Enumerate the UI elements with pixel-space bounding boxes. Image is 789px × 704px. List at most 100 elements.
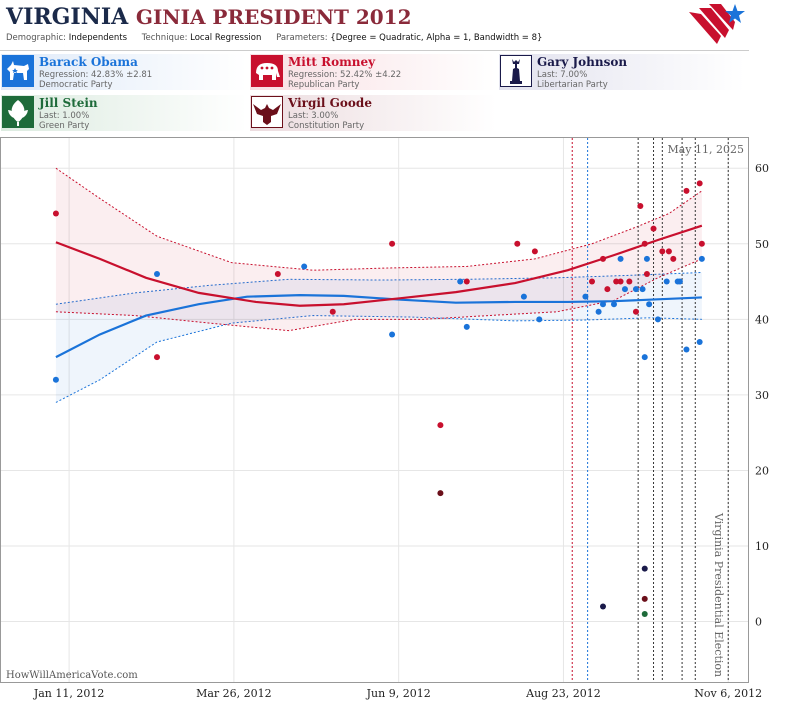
- poll-point: [617, 255, 624, 262]
- y-tick-label: 10: [755, 540, 769, 553]
- candidate-name-obama: Barack Obama: [39, 55, 138, 69]
- candidate-card-obama: Barack Obama Regression: 42.83% ±2.81 De…: [1, 54, 247, 90]
- leaf-icon: [2, 96, 34, 128]
- poll-point: [514, 240, 521, 247]
- donkey-icon: [2, 55, 34, 87]
- y-tick-label: 50: [755, 238, 769, 251]
- poll-point: [610, 301, 617, 308]
- poll-point: [301, 263, 308, 270]
- poll-point: [531, 248, 538, 255]
- candidate-name-goode: Virgil Goode: [288, 96, 372, 110]
- poll-point: [643, 271, 650, 277]
- band-upper-line: [55, 271, 702, 305]
- poll-point: [437, 490, 444, 497]
- x-tick-label: Jan 11, 2012: [33, 687, 105, 700]
- poll-point: [617, 278, 624, 285]
- confidence-bands: [55, 167, 703, 403]
- poll-point: [626, 278, 633, 285]
- poll-point: [696, 180, 703, 187]
- title-main: VIRGINIA: [6, 4, 129, 30]
- x-tick-label: Nov 6, 2012: [694, 687, 762, 700]
- poll-point: [621, 286, 628, 293]
- y-tick-label: 60: [755, 162, 769, 175]
- poll-point: [595, 308, 602, 315]
- candidate-stat-stein: Last: 1.00%: [39, 111, 90, 121]
- x-axis-ticks: Jan 11, 2012 Mar 26, 2012 Jun 9, 2012 Aug 2…: [33, 687, 762, 700]
- poll-point: [329, 308, 336, 315]
- poll-point: [637, 203, 644, 209]
- poll-point: [641, 611, 648, 617]
- site-logo: [689, 4, 745, 44]
- poll-point: [643, 255, 650, 262]
- y-axis-ticks: 0 10 20 30 40 50 60: [755, 162, 769, 628]
- elephant-icon: [251, 55, 283, 87]
- band-lower-line: [55, 258, 703, 332]
- poll-point: [599, 603, 606, 610]
- candidate-stat-goode: Last: 3.00%: [288, 111, 339, 121]
- poll-point: [520, 293, 527, 300]
- poll-point: [683, 346, 690, 353]
- poll-point: [676, 278, 683, 285]
- param-parameters-value: {Degree = Quadratic, Alpha = 1, Bandwidt…: [330, 33, 543, 43]
- poll-point: [153, 354, 160, 361]
- poll-point: [696, 339, 703, 345]
- trend-lines: [55, 224, 703, 359]
- poll-point: [641, 565, 648, 572]
- param-technique-key: Technique:: [141, 33, 188, 43]
- poll-point: [650, 225, 657, 232]
- candidate-card-stein: Jill Stein Last: 1.00% Green Party: [1, 95, 247, 131]
- confidence-band: [55, 272, 702, 403]
- candidate-party-obama: Democratic Party: [39, 80, 113, 90]
- y-tick-label: 20: [755, 464, 769, 477]
- poll-point: [274, 271, 281, 277]
- poll-point: [632, 308, 639, 315]
- poll-point: [641, 240, 648, 247]
- plot-frame: [0, 137, 749, 683]
- header: VIRGINIA GINIA PRESIDENT 2012 Demographi…: [0, 0, 749, 51]
- candidate-card-johnson: Gary Johnson Last: 7.00% Libertarian Par…: [499, 54, 745, 90]
- statue-of-liberty-icon: [500, 55, 532, 87]
- x-tick-label: Mar 26, 2012: [196, 687, 272, 700]
- candidate-party-romney: Republican Party: [288, 80, 360, 90]
- grid: [1, 138, 748, 682]
- election-label: Virginia Presidential Election: [712, 512, 725, 677]
- candidate-party-johnson: Libertarian Party: [537, 80, 608, 90]
- poll-point: [437, 422, 444, 429]
- poll-point: [604, 286, 611, 293]
- title-sub: GINIA PRESIDENT 2012: [135, 5, 412, 29]
- candidate-card-goode: Virgil Goode Last: 3.00% Constitution Pa…: [250, 95, 496, 131]
- y-tick-label: 30: [755, 389, 769, 402]
- candidate-party-goode: Constitution Party: [288, 121, 365, 131]
- poll-point: [589, 278, 596, 285]
- x-tick-label: Aug 23, 2012: [525, 687, 601, 700]
- poll-point: [698, 240, 705, 247]
- poll-point: [665, 248, 672, 255]
- candidate-card-romney: Mitt Romney Regression: 52.42% ±4.22 Rep…: [250, 54, 496, 90]
- watermark: HowWillAmericaVote.com: [6, 670, 138, 681]
- band-upper-line: [55, 167, 703, 271]
- param-demographic-key: Demographic:: [6, 33, 67, 43]
- poll-point: [646, 301, 653, 308]
- poll-point: [463, 278, 470, 285]
- trend-line: [55, 294, 702, 359]
- poll-point: [641, 595, 648, 602]
- poll-point: [659, 248, 666, 255]
- poll-point: [389, 331, 396, 338]
- poll-points: [52, 180, 705, 617]
- date-label: May 11, 2025: [667, 143, 744, 156]
- candidate-stat-obama: Regression: 42.83% ±2.81: [39, 70, 153, 80]
- poll-point: [639, 286, 646, 293]
- page-title: VIRGINIA GINIA PRESIDENT 2012: [6, 4, 412, 30]
- eagle-icon: [251, 96, 283, 128]
- y-tick-label: 0: [755, 616, 762, 629]
- poll-point: [670, 255, 677, 262]
- poll-point: [52, 210, 59, 217]
- poll-point: [463, 323, 470, 330]
- candidate-stat-johnson: Last: 7.00%: [537, 70, 588, 80]
- candidate-name-stein: Jill Stein: [39, 96, 98, 110]
- param-parameters-key: Parameters:: [276, 33, 328, 43]
- poll-point: [599, 301, 606, 308]
- poll-chart: 0 10 20 30 40 50 60 Jan 11, 2012 Mar 26, 2012 Ju…: [0, 137, 769, 700]
- poll-point: [683, 187, 690, 194]
- parameters-line: Demographic: Independents Technique: Loc…: [6, 33, 554, 43]
